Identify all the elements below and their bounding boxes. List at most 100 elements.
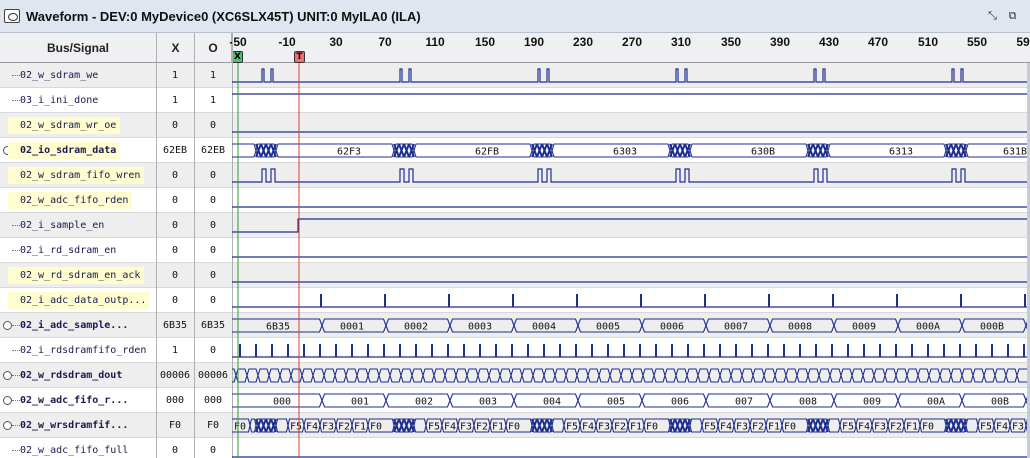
wave-rdsdram-dout-bus xyxy=(730,368,743,383)
wave-rdsdram-dout-bus xyxy=(499,368,512,383)
signal-row[interactable]: 02_i_sample_en 0 0 xyxy=(0,213,1030,238)
ruler-tick-label: -50 xyxy=(229,35,247,49)
signal-name[interactable]: 02_w_sdram_wr_oe xyxy=(8,117,121,134)
data-transition-cluster xyxy=(822,418,829,433)
x-cursor-marker[interactable]: X xyxy=(232,51,243,63)
expand-icon[interactable] xyxy=(3,396,12,405)
data-transition-cluster xyxy=(669,143,676,158)
signal-row[interactable]: 02_w_adc_fifo_full 0 0 xyxy=(0,438,1030,458)
signal-row[interactable]: 03_i_ini_done 1 1 xyxy=(0,88,1030,113)
waveform-canvas[interactable]: 62F3 62FB 6303 630B 6313 631B 6B35 0001 0002 0003… xyxy=(232,63,1030,458)
signal-name[interactable]: 02_i_rdsdramfifo_rden xyxy=(20,345,147,356)
signal-row[interactable]: 02_w_sdram_fifo_wren 0 0 xyxy=(0,163,1030,188)
data-transition-cluster xyxy=(255,143,262,158)
expand-icon[interactable] xyxy=(3,371,12,380)
bus-value-label: F3 xyxy=(460,422,472,433)
bus-value-label: 6B35 xyxy=(266,322,290,333)
signal-name[interactable]: 02_w_sdram_we xyxy=(20,70,99,81)
bus-value-label: F4 xyxy=(582,422,594,433)
x-column-header[interactable]: X xyxy=(157,33,195,63)
signal-row[interactable]: 02_w_wrsdramfif... F0 F0 xyxy=(0,413,1030,438)
x-value: 0 xyxy=(171,220,179,231)
o-column-header[interactable]: O xyxy=(195,33,232,63)
wave-wrsdramfif-bus xyxy=(551,418,565,433)
bus-value-label: 0006 xyxy=(660,322,684,333)
signal-name[interactable]: 02_i_adc_data_outp... xyxy=(8,292,151,309)
wave-rdsdram-dout-bus xyxy=(664,368,677,383)
bus-value-label: F3 xyxy=(322,422,334,433)
signal-name[interactable]: 02_w_rd_sdram_en_ack xyxy=(8,267,145,284)
signal-row[interactable]: 02_w_rd_sdram_en_ack 0 0 xyxy=(0,263,1030,288)
bus-value-label: F0 xyxy=(234,422,246,433)
signal-row[interactable]: 02_w_adc_fifo_r... 000 000 xyxy=(0,388,1030,413)
bus-value-label: 008 xyxy=(799,397,817,408)
data-transition-cluster xyxy=(807,418,814,433)
x-value: 1 xyxy=(171,70,179,81)
signal-name[interactable]: 02_i_rd_sdram_en xyxy=(20,245,117,256)
signal-name[interactable]: 02_w_adc_fifo_full xyxy=(20,445,129,456)
wave-rdsdram-dout-bus xyxy=(763,368,776,383)
wave-rdsdram-dout-bus xyxy=(829,368,842,383)
signal-row[interactable]: 02_w_adc_fifo_rden 0 0 xyxy=(0,188,1030,213)
time-ruler[interactable]: -50 -10 30 70 110 150 190 230 270 310 350 390 430 470… xyxy=(229,33,1030,63)
wave-rdsdram-dout-bus xyxy=(466,368,479,383)
signal-name[interactable]: 02_w_adc_fifo_rden xyxy=(8,192,133,209)
waveform-grid: Bus/Signal X O -50 -10 30 70 110 150 190 230 270… xyxy=(0,33,1030,458)
wave-rdsdram-dout-bus xyxy=(796,368,809,383)
tree-connector xyxy=(12,350,20,351)
tree-connector xyxy=(12,450,20,451)
data-transition-cluster xyxy=(403,418,410,433)
signal-name[interactable]: 02_io_sdram_data xyxy=(8,142,121,159)
data-transition-cluster xyxy=(408,143,415,158)
signal-row[interactable]: 02_w_rdsdram_dout 00006 00006 xyxy=(0,363,1030,388)
expand-icon[interactable] xyxy=(3,321,12,330)
signal-name[interactable]: 02_i_sample_en xyxy=(20,220,105,231)
signal-name[interactable]: 02_w_rdsdram_dout xyxy=(20,370,123,381)
o-value: 0 xyxy=(209,445,217,456)
bus-value-label: F5 xyxy=(704,422,716,433)
signal-name[interactable]: 03_i_ini_done xyxy=(20,95,99,106)
ruler-tick-label: 430 xyxy=(818,35,840,49)
signal-row[interactable]: 02_i_rd_sdram_en 0 0 xyxy=(0,238,1030,263)
signal-row[interactable]: 02_w_sdram_wr_oe 0 0 xyxy=(0,113,1030,138)
wave-rdsdram-dout-bus xyxy=(840,368,853,383)
data-transition-cluster xyxy=(817,143,824,158)
signal-row[interactable]: 02_io_sdram_data 62EB 62EB xyxy=(0,138,1030,163)
o-cursor-marker[interactable]: T xyxy=(294,51,305,63)
signal-name[interactable]: 02_i_adc_sample... xyxy=(20,320,129,331)
wave-rdsdram-dout-bus xyxy=(389,368,402,383)
data-transition-cluster xyxy=(669,418,676,433)
o-value: 0 xyxy=(209,195,217,206)
popout-icon[interactable]: ⧉ xyxy=(1008,9,1017,22)
data-transition-cluster xyxy=(265,418,272,433)
wave-rdsdram-dout-bus xyxy=(268,368,281,383)
signal-name[interactable]: 02_w_adc_fifo_r... xyxy=(20,395,129,406)
bus-signal-header[interactable]: Bus/Signal xyxy=(0,33,157,63)
column-divider xyxy=(194,33,195,458)
wave-rdsdram-dout-bus xyxy=(818,368,831,383)
bus-value-label: F4 xyxy=(720,422,732,433)
o-value: 0 xyxy=(209,170,217,181)
wave-wrsdramfif-bus xyxy=(965,418,979,433)
signal-row[interactable]: 02_i_adc_data_outp... 0 0 xyxy=(0,288,1030,313)
wave-sample-en xyxy=(232,218,1030,233)
signal-row[interactable]: 02_i_rdsdramfifo_rden 1 0 xyxy=(0,338,1030,363)
signal-row[interactable]: 02_w_sdram_we 1 1 xyxy=(0,63,1030,88)
signal-name[interactable]: 02_w_wrsdramfif... xyxy=(20,420,129,431)
vertical-scrollbar[interactable] xyxy=(1027,63,1030,458)
bus-value-label: 0004 xyxy=(532,322,556,333)
signal-row[interactable]: 02_i_adc_sample... 6B35 6B35 xyxy=(0,313,1030,338)
signal-name[interactable]: 02_w_sdram_fifo_wren xyxy=(8,167,145,184)
wave-wrsdramfif-bus xyxy=(413,418,427,433)
bus-value-label: 630B xyxy=(751,147,775,158)
o-value: 00006 xyxy=(197,370,229,381)
tree-connector xyxy=(12,100,20,101)
expand-icon[interactable] xyxy=(3,421,12,430)
data-transition-cluster xyxy=(260,418,267,433)
data-transition-cluster xyxy=(960,418,967,433)
restore-icon[interactable]: ⤡ xyxy=(988,9,997,22)
ruler-tick-label: 270 xyxy=(621,35,643,49)
wave-rdsdram-dout-bus xyxy=(653,368,666,383)
wave-rdsdram-dout-bus xyxy=(917,368,930,383)
o-value: F0 xyxy=(206,420,220,431)
